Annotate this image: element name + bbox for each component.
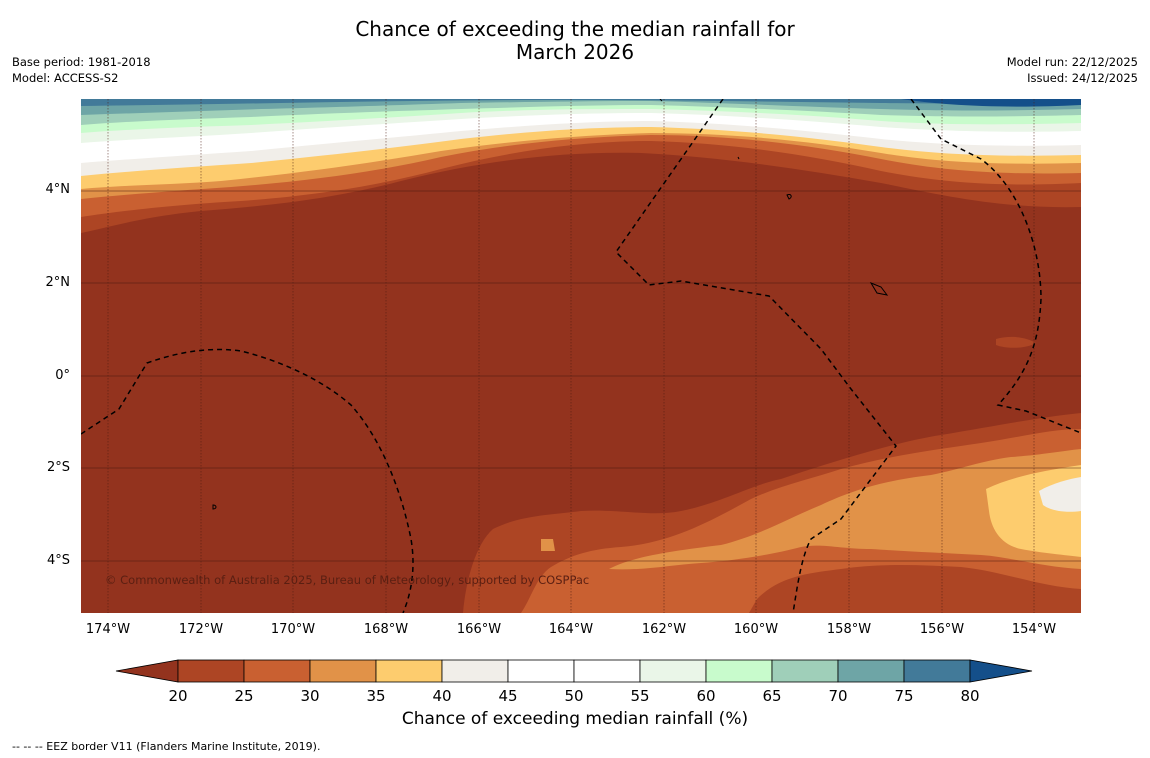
copyright-notice: © Commonwealth of Australia 2025, Bureau… [105,573,590,587]
colorbar-cell [243,659,311,683]
colorbar-tick-label: 35 [366,687,385,705]
lat-label-2s: 2°S [46,460,70,475]
run-info: Model run: 22/12/2025 Issued: 24/12/2025 [1007,54,1138,86]
colorbar-cell [441,659,509,683]
colorbar-cell [639,659,707,683]
band-80-plus-edge [81,99,1081,106]
colorbar-tick-label: 20 [168,687,187,705]
colorbar-under-arrow [115,659,179,683]
map-title: Chance of exceeding the median rainfall … [0,18,1150,64]
colorbar-tick-label: 40 [432,687,451,705]
map-canvas [81,99,1081,613]
latitude-gridlines [81,190,1081,562]
title-line-1: Chance of exceeding the median rainfall … [355,17,795,41]
colorbar-tick-label: 45 [498,687,517,705]
colorbar-cell [507,659,575,683]
model-info: Base period: 1981-2018 Model: ACCESS-S2 [12,54,151,86]
colorbar-cell [177,659,245,683]
lat-label-0: 0° [55,368,70,383]
patch-small [541,539,555,551]
colorbar-cell [903,659,971,683]
issued-date: Issued: 24/12/2025 [1027,71,1138,85]
band-35-40-south [609,449,1081,570]
lon-label-170w: 170°W [270,622,316,637]
patch-east [996,336,1036,348]
colorbar-tick-label: 65 [762,687,781,705]
model-run-date: Model run: 22/12/2025 [1006,55,1138,69]
model-name: Model: ACCESS-S2 [12,71,119,85]
rainfall-map[interactable]: © Commonwealth of Australia 2025, Bureau… [81,99,1081,613]
band-75-80 [81,99,1081,115]
colorbar-tick-label: 60 [696,687,715,705]
lon-label-158w: 158°W [826,622,872,637]
colorbar-cell [375,659,443,683]
colorbar-tick-label: 80 [960,687,979,705]
colorbar: 20 25 30 35 40 45 50 55 60 65 70 75 80 [114,658,1038,712]
lon-label-162w: 162°W [641,622,687,637]
colorbar-tick-label: 30 [300,687,319,705]
colorbar-over-arrow [969,659,1033,683]
colorbar-tick-label: 25 [234,687,253,705]
eez-borders [81,99,1081,613]
lon-label-164w: 164°W [548,622,594,637]
band-45-50-south [1039,477,1081,512]
title-line-2: March 2026 [515,40,635,64]
island-outlines [212,99,889,510]
colorbar-tick-label: 70 [828,687,847,705]
lon-label-168w: 168°W [363,622,409,637]
lon-label-160w: 160°W [733,622,779,637]
colorbar-label: Chance of exceeding median rainfall (%) [401,709,749,729]
colorbar-tick-label: 75 [894,687,913,705]
lat-label-2n: 2°N [45,275,71,290]
lat-label-4n: 4°N [45,182,71,197]
colorbar-tick-label: 50 [564,687,583,705]
colorbar-cell [705,659,773,683]
colorbar-cell [573,659,641,683]
colorbar-cell [309,659,377,683]
colorbar-cell [837,659,905,683]
colorbar-cell [771,659,839,683]
lon-label-166w: 166°W [456,622,502,637]
lat-label-4s: 4°S [46,553,70,568]
lon-label-174w: 174°W [85,622,131,637]
lon-label-172w: 172°W [178,622,224,637]
lon-label-154w: 154°W [1011,622,1057,637]
lon-label-156w: 156°W [919,622,965,637]
band-80-plus [901,99,1081,107]
colorbar-tick-label: 55 [630,687,649,705]
base-period: Base period: 1981-2018 [12,55,151,69]
colorbar-svg: 20 25 30 35 40 45 50 55 60 65 70 75 80 [115,659,1033,705]
eez-footnote: -- -- -- EEZ border V11 (Flanders Marine… [12,740,321,753]
